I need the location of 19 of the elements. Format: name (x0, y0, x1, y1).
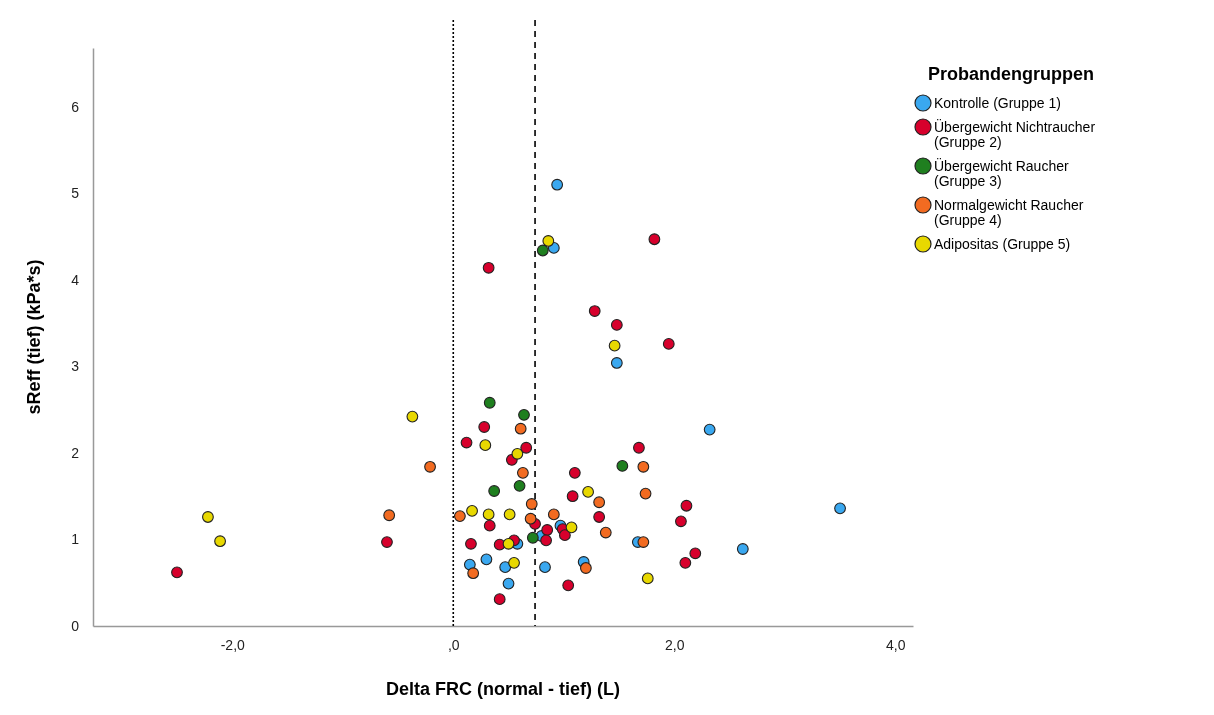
legend-label: Kontrolle (Gruppe 1) (934, 95, 1061, 111)
y-tick-label: 3 (71, 358, 80, 375)
legend-title: Probandengruppen (928, 64, 1094, 84)
x-axis-title: Delta FRC (normal - tief) (L) (386, 679, 620, 699)
y-tick-label: 5 (71, 185, 80, 202)
y-tick-label: 4 (71, 271, 80, 288)
y-tick-label: 6 (71, 98, 80, 115)
legend-label: Übergewicht Raucher (Gruppe 3) (934, 157, 1069, 189)
x-tick-label: -2,0 (220, 636, 246, 653)
legend-label: Übergewicht Nichtraucher (Gruppe 2) (934, 118, 1096, 150)
y-tick-label: 1 (71, 531, 80, 548)
legend-label: Normalgewicht Raucher (Gruppe 4) (934, 197, 1084, 228)
x-tick-label: ,0 (447, 636, 460, 653)
legend-label: Adipositas (Gruppe 5) (934, 236, 1071, 252)
y-tick-label: 0 (71, 617, 80, 634)
y-tick-label: 2 (71, 444, 80, 461)
y-axis-title: sReff (tief) (kPa*s) (24, 259, 44, 415)
x-tick-label: 4,0 (886, 636, 906, 653)
x-tick-label: 2,0 (665, 636, 685, 653)
